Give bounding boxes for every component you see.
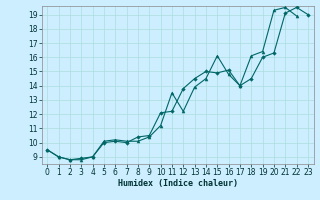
X-axis label: Humidex (Indice chaleur): Humidex (Indice chaleur) <box>118 179 237 188</box>
